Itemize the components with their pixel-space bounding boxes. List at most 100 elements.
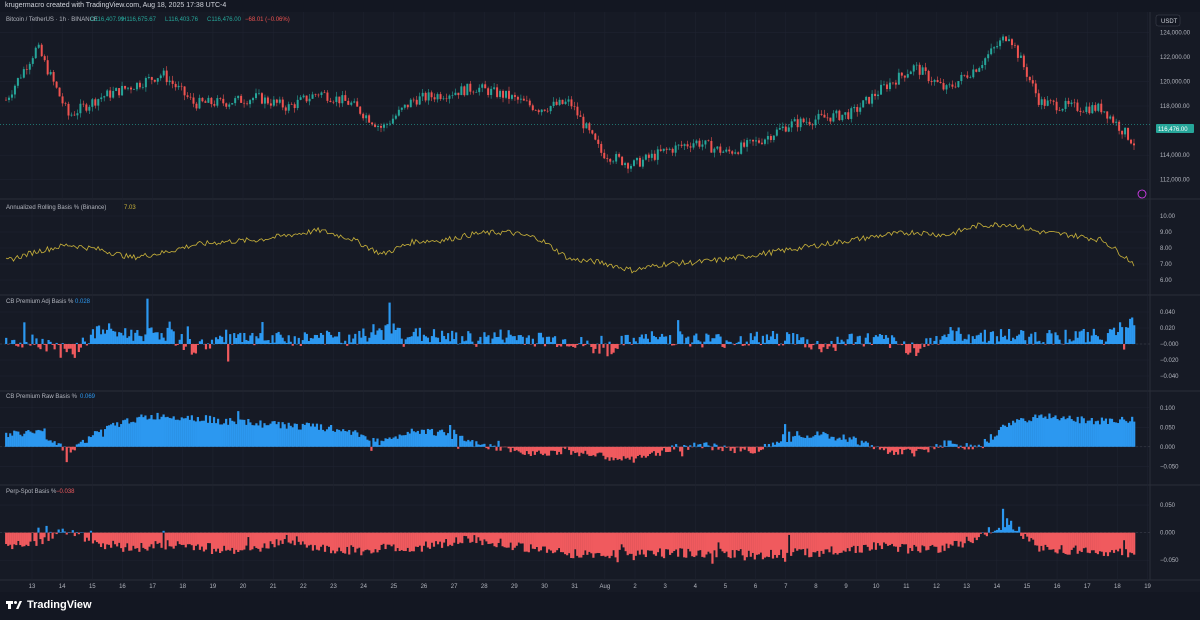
cb-premium-raw-bar (1100, 417, 1104, 447)
cb-premium-adj-bar (378, 328, 381, 344)
candle (159, 75, 162, 79)
cb-premium-adj-bar (872, 337, 875, 344)
perp-spot-bar (854, 532, 857, 553)
cb-premium-adj-bar (110, 328, 113, 344)
cb-premium-adj-bar (836, 336, 839, 344)
date-tick-label: 25 (390, 584, 397, 590)
perp-spot-bar (105, 532, 109, 545)
pane3-value: 0.028 (75, 299, 91, 305)
cb-premium-adj-bar (695, 333, 698, 344)
cb-premium-adj-bar (1003, 335, 1007, 344)
tradingview-logo[interactable]: TradingView (6, 599, 92, 611)
candle (55, 81, 58, 88)
perp-spot-bar (578, 532, 581, 558)
time-axis[interactable]: 13 14 15 16 17 18 19 20 21 22 23 24 25 26 27 28 29 30 31 Au… (29, 584, 1152, 590)
perp-spot-bar (392, 532, 395, 545)
candle (222, 98, 225, 104)
cb-premium-raw-bar (600, 446, 603, 453)
pane2-axis-tick-label: 10.00 (1160, 214, 1176, 220)
cb-premium-raw-bar (289, 425, 292, 447)
cb-premium-adj-bar (574, 344, 577, 348)
perp-spot-bar (55, 532, 58, 535)
cb-premium-adj-bar (959, 333, 962, 344)
candle (79, 103, 82, 114)
candle (972, 69, 975, 78)
chart-area[interactable]: 13 14 15 16 17 18 19 20 21 22 23 24 25 26 27 28 29 30 31 Au… (0, 12, 1200, 592)
cb-premium-adj-bar (957, 327, 960, 344)
cb-premium-raw-bar (781, 434, 785, 447)
cb-premium-adj-bar (162, 337, 165, 344)
cb-premium-adj-bar (640, 334, 643, 344)
candle (195, 103, 198, 109)
cb-premium-raw-bar (519, 446, 522, 453)
candle (939, 81, 942, 83)
cb-premium-adj-bar (408, 336, 411, 344)
cb-premium-adj-bar (124, 328, 127, 344)
cb-premium-raw-bar (481, 444, 484, 447)
candle (594, 133, 597, 140)
candle (436, 94, 439, 100)
cb-premium-raw-bar (699, 444, 702, 447)
cb-premium-raw-bar (453, 429, 456, 447)
cb-premium-raw-bar (913, 446, 916, 457)
perp-spot-bar (834, 532, 837, 554)
perp-spot-bar (566, 532, 569, 556)
date-tick-label: 10 (873, 584, 880, 590)
perp-spot-bar (1064, 532, 1067, 555)
cb-premium-raw-bar (49, 440, 52, 447)
candle (963, 74, 966, 76)
currency-button[interactable] (1155, 14, 1181, 27)
alert-icon[interactable] (1137, 189, 1147, 199)
perp-spot-bar (154, 532, 157, 542)
cb-premium-raw-bar (648, 446, 652, 454)
candle (912, 65, 915, 72)
cb-premium-adj-bar (285, 342, 288, 344)
cb-premium-raw-series[interactable] (5, 411, 1136, 463)
cb-premium-raw-bar (848, 437, 851, 447)
cb-premium-adj-bar (719, 336, 722, 344)
candle (183, 86, 186, 96)
cb-premium-raw-bar (295, 423, 298, 447)
candle (418, 96, 421, 105)
cb-premium-adj-bar (903, 341, 906, 344)
cb-premium-raw-bar (560, 446, 563, 455)
perp-spot-bar (412, 532, 415, 552)
cb-premium-adj-series[interactable] (5, 298, 1136, 362)
cb-premium-adj-bar (943, 334, 946, 344)
tradingview-logo-icon (6, 599, 24, 611)
perp-spot-bar (1090, 532, 1093, 551)
perp-spot-bar (378, 532, 381, 550)
candle (445, 98, 448, 100)
cb-premium-adj-bar (513, 336, 516, 344)
cb-premium-adj-bar (600, 335, 603, 344)
cb-premium-raw-bar (735, 446, 738, 448)
cb-premium-raw-bar (259, 420, 262, 447)
candle (957, 80, 960, 88)
cb-premium-adj-bar (483, 332, 486, 344)
cb-premium-raw-bar (350, 434, 353, 447)
perp-spot-series[interactable] (5, 508, 1136, 564)
cb-premium-raw-bar (545, 446, 549, 456)
perp-spot-bar (596, 532, 599, 553)
cb-premium-raw-bar (1076, 416, 1079, 447)
cb-premium-adj-bar (1050, 333, 1053, 344)
cb-premium-raw-bar (438, 430, 442, 447)
tradingview-chart[interactable]: 13 14 15 16 17 18 19 20 21 22 23 24 25 26 27 28 29 30 31 Au… (0, 12, 1200, 592)
cb-premium-raw-bar (108, 425, 111, 447)
cb-premium-raw-bar (541, 446, 545, 456)
cb-premium-raw-bar (1007, 422, 1011, 447)
cb-premium-raw-bar (705, 442, 708, 447)
cb-premium-adj-bar (392, 323, 395, 344)
cb-premium-adj-bar (759, 344, 762, 346)
candlestick-series[interactable] (5, 34, 1135, 174)
candle (865, 96, 868, 101)
cb-premium-adj-bar (428, 342, 432, 344)
cb-premium-adj-bar (850, 333, 853, 344)
perp-spot-bar (1024, 532, 1027, 535)
cb-premium-raw-bar (309, 426, 313, 447)
candle (412, 99, 415, 101)
cb-premium-raw-bar (225, 418, 228, 447)
perp-spot-bar (1016, 530, 1019, 533)
perp-spot-bar (935, 532, 938, 547)
cb-premium-adj-bar (558, 344, 561, 346)
